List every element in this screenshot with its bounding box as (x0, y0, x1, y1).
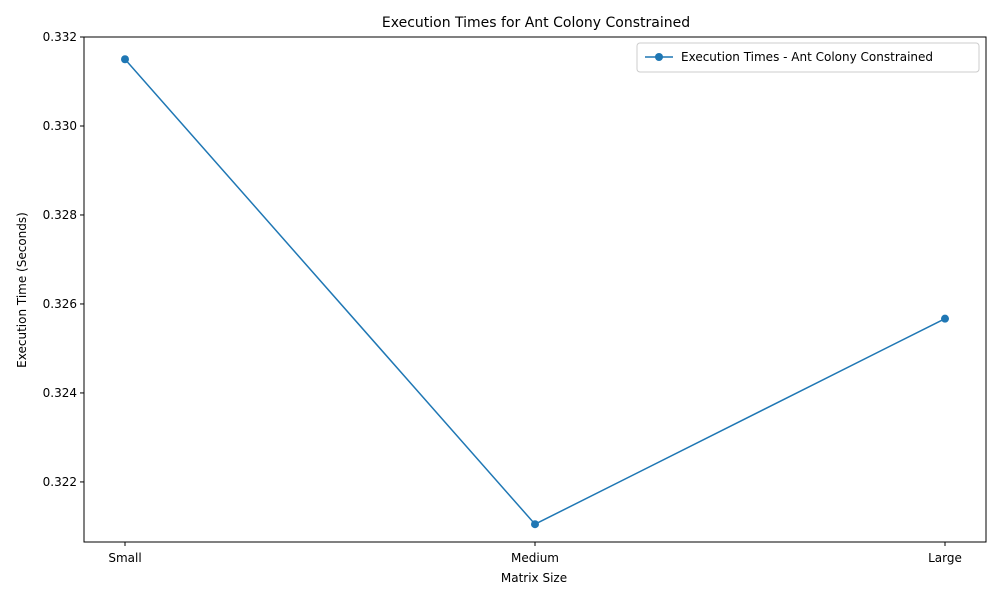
y-axis-ticks: 0.322 0.324 0.326 0.328 0.330 0.332 (43, 30, 84, 489)
data-point (531, 520, 539, 529)
y-tick-label: 0.324 (43, 386, 77, 400)
y-tick-label: 0.330 (43, 119, 77, 133)
series-layer (121, 55, 949, 529)
x-tick-label: Medium (511, 551, 559, 565)
legend-marker-swatch (655, 53, 663, 61)
data-point (941, 314, 949, 323)
legend: Execution Times - Ant Colony Constrained (636, 42, 980, 73)
y-axis-label: Execution Time (Seconds) (15, 212, 29, 368)
x-axis-label: Matrix Size (501, 571, 567, 585)
y-tick-label: 0.328 (43, 208, 77, 222)
legend-label: Execution Times - Ant Colony Constrained (681, 50, 933, 64)
y-tick-label: 0.322 (43, 475, 77, 489)
x-tick-label: Large (928, 551, 962, 565)
chart-title: Execution Times for Ant Colony Constrain… (382, 15, 690, 31)
legend-box (636, 42, 980, 73)
y-tick-label: 0.326 (43, 297, 77, 311)
data-point (121, 55, 129, 64)
x-tick-label: Small (108, 551, 141, 565)
x-axis-ticks: Small Medium Large (108, 542, 962, 565)
y-tick-label: 0.332 (43, 30, 77, 44)
